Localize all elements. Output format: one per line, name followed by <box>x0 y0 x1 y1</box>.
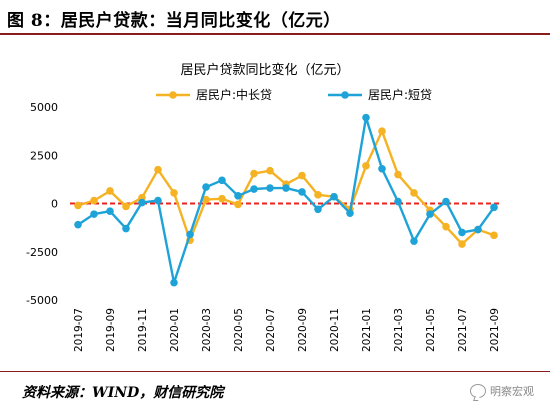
data-point <box>458 228 466 237</box>
data-point <box>378 164 386 173</box>
data-point <box>122 202 130 211</box>
data-point <box>250 185 258 193</box>
series-layer <box>74 113 498 287</box>
watermark-label: 明察宏观 <box>490 385 534 398</box>
data-point <box>170 189 178 197</box>
y-tick-label: 5000 <box>30 101 58 114</box>
x-tick-label: 2021-05 <box>425 308 437 352</box>
data-point <box>74 220 82 229</box>
data-point <box>346 209 354 217</box>
data-point <box>170 278 178 287</box>
data-point <box>266 184 274 192</box>
data-point <box>314 191 322 199</box>
data-point <box>218 194 226 203</box>
legend-item: 居民户:中长贷 <box>156 87 272 102</box>
data-point <box>410 237 418 245</box>
x-tick-label: 2020-05 <box>233 308 245 352</box>
chat-bubble-icon <box>470 384 486 398</box>
data-point <box>74 201 82 210</box>
data-point <box>234 200 242 209</box>
figure-title: 图 8：居民户贷款：当月同比变化（亿元） <box>7 11 341 31</box>
footer-rule <box>0 371 550 372</box>
data-point <box>106 207 114 216</box>
data-point <box>314 205 322 214</box>
legend-item: 居民户:短贷 <box>328 87 432 102</box>
chart-container: 居民户贷款同比变化（亿元） 居民户:中长贷 居民户:短贷 5000 2500 0 -25… <box>10 44 540 369</box>
data-point <box>362 162 370 170</box>
data-point <box>378 127 386 135</box>
data-point <box>442 222 450 231</box>
data-point <box>490 231 498 240</box>
data-point <box>426 210 434 218</box>
data-point <box>442 197 450 206</box>
header-rule <box>0 33 550 35</box>
legend-label: 居民户:中长贷 <box>196 87 272 102</box>
x-axis: 2019-07 2019-09 2019-11 2020-01 2020-03 2020-… <box>73 308 501 352</box>
series-long-term-loans <box>74 127 498 248</box>
x-tick-label: 2020-11 <box>329 308 341 352</box>
y-tick-label: 2500 <box>30 149 58 162</box>
data-point <box>154 196 162 205</box>
line-chart: 居民户贷款同比变化（亿元） 居民户:中长贷 居民户:短贷 5000 2500 0 -25… <box>26 62 502 352</box>
x-tick-label: 2020-01 <box>169 308 181 352</box>
data-point <box>90 210 98 218</box>
x-tick-label: 2020-09 <box>297 308 309 352</box>
x-tick-label: 2021-07 <box>457 308 469 352</box>
legend-label: 居民户:短贷 <box>368 87 432 102</box>
data-point <box>234 191 242 200</box>
y-tick-label: 0 <box>51 198 58 211</box>
y-tick-label: -2500 <box>26 246 58 259</box>
x-tick-label: 2020-03 <box>201 308 213 352</box>
data-point <box>106 187 114 195</box>
data-point <box>282 184 290 192</box>
data-point <box>298 188 306 196</box>
data-point <box>138 198 146 207</box>
data-point <box>330 192 338 201</box>
legend-swatch-marker <box>341 91 349 99</box>
data-point <box>250 169 258 178</box>
data-point <box>394 197 402 206</box>
data-point <box>266 166 274 175</box>
data-point <box>202 195 210 204</box>
data-point <box>490 203 498 212</box>
data-point <box>362 113 370 122</box>
x-tick-label: 2021-01 <box>361 308 373 352</box>
x-tick-label: 2020-07 <box>265 308 277 352</box>
legend-swatch-marker <box>169 91 177 99</box>
data-point <box>154 165 162 174</box>
data-point <box>186 230 194 239</box>
chart-title: 居民户贷款同比变化（亿元） <box>180 62 349 78</box>
x-tick-label: 2019-07 <box>73 308 85 352</box>
watermark: 明察宏观 <box>470 383 534 399</box>
x-tick-label: 2021-09 <box>489 308 501 352</box>
data-point <box>218 176 226 185</box>
data-point <box>410 189 418 197</box>
data-point <box>458 240 466 248</box>
data-point <box>298 171 306 180</box>
data-point <box>90 196 98 205</box>
series-short-term-loans <box>74 113 498 287</box>
data-point <box>122 224 130 233</box>
x-tick-label: 2019-11 <box>137 308 149 352</box>
data-point <box>202 183 210 191</box>
figure-header: 图 8：居民户贷款：当月同比变化（亿元） <box>0 0 550 34</box>
y-axis: 5000 2500 0 -2500 -5000 <box>26 101 502 307</box>
data-point <box>394 170 402 179</box>
source-note: 资料来源：WIND，财信研究院 <box>22 385 224 401</box>
x-tick-label: 2019-09 <box>105 308 117 352</box>
data-point <box>474 225 482 234</box>
y-tick-label: -5000 <box>26 294 58 307</box>
x-tick-label: 2021-03 <box>393 308 405 352</box>
chart-legend: 居民户:中长贷 居民户:短贷 <box>156 87 432 102</box>
